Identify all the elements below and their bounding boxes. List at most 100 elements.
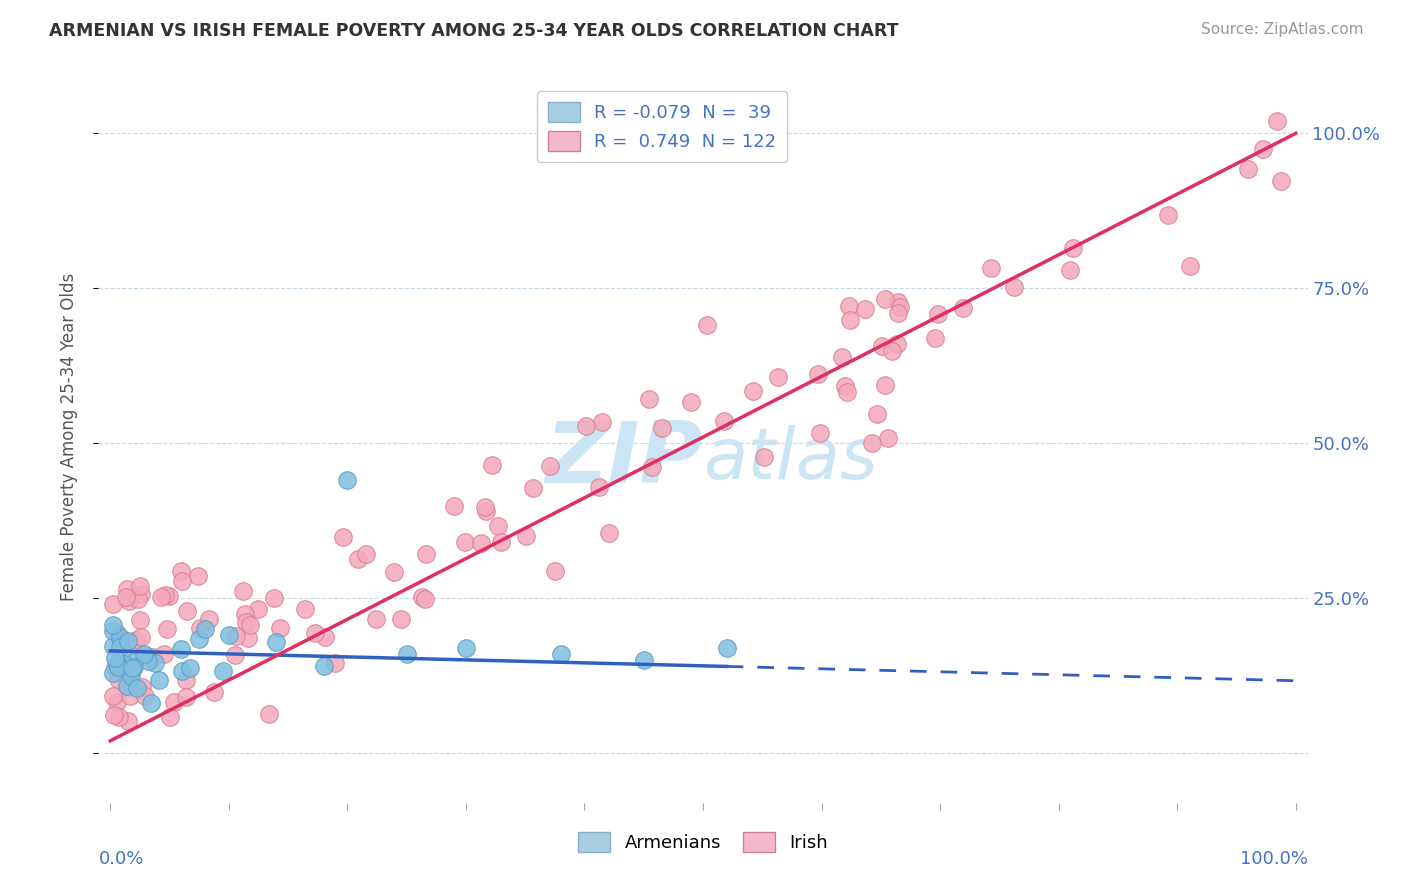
Point [1267, 114, 1289, 128]
Point [415, 547, 437, 561]
Point [105, 695, 128, 709]
Text: atlas: atlas [703, 425, 877, 493]
Text: ARMENIAN VS IRISH FEMALE POVERTY AMONG 25-34 YEAR OLDS CORRELATION CHART: ARMENIAN VS IRISH FEMALE POVERTY AMONG 2… [49, 22, 898, 40]
Point [159, 709, 181, 723]
Point [347, 552, 370, 566]
Point [411, 590, 433, 604]
Point [550, 647, 572, 661]
Point [887, 294, 910, 309]
Point [831, 350, 853, 364]
Point [194, 622, 217, 636]
Point [120, 689, 142, 703]
Point [538, 458, 561, 473]
Point [294, 602, 316, 616]
Point [454, 640, 477, 655]
Point [122, 659, 145, 673]
Point [118, 594, 141, 608]
Point [236, 632, 259, 646]
Point [872, 339, 894, 353]
Point [651, 421, 673, 435]
Point [875, 378, 897, 392]
Point [127, 681, 149, 695]
Point [239, 618, 262, 632]
Point [218, 628, 240, 642]
Point [232, 584, 254, 599]
Point [233, 607, 256, 621]
Point [882, 344, 904, 359]
Point [170, 665, 193, 679]
Point [633, 653, 655, 667]
Point [127, 591, 149, 606]
Point [855, 301, 877, 316]
Point [235, 615, 257, 629]
Text: 0.0%: 0.0% [98, 850, 143, 868]
Point [263, 591, 285, 606]
Point [453, 535, 475, 549]
Point [120, 669, 142, 683]
Point [766, 370, 789, 384]
Point [354, 547, 377, 561]
Point [148, 673, 170, 687]
Point [114, 590, 136, 604]
Point [486, 519, 509, 533]
Point [138, 654, 160, 668]
Point [141, 697, 163, 711]
Point [742, 384, 765, 399]
Point [980, 261, 1002, 276]
Y-axis label: Female Poverty Among 25-34 Year Olds: Female Poverty Among 25-34 Year Olds [59, 273, 77, 601]
Point [170, 641, 193, 656]
Point [443, 499, 465, 513]
Point [101, 624, 124, 638]
Point [713, 414, 735, 428]
Point [125, 632, 148, 647]
Point [110, 640, 132, 654]
Point [128, 613, 150, 627]
Point [104, 660, 127, 674]
Point [153, 588, 176, 602]
Point [382, 565, 405, 579]
Point [128, 579, 150, 593]
Point [163, 695, 186, 709]
Point [174, 673, 197, 687]
Point [752, 450, 775, 465]
Point [481, 458, 503, 472]
Point [304, 625, 326, 640]
Point [107, 660, 129, 674]
Point [1157, 208, 1180, 222]
Point [152, 647, 174, 661]
Point [107, 672, 129, 686]
Point [591, 415, 613, 429]
Point [101, 598, 124, 612]
Point [129, 587, 152, 601]
Point [637, 392, 659, 406]
Point [156, 622, 179, 636]
Point [122, 655, 145, 669]
Point [198, 612, 221, 626]
Point [323, 656, 346, 670]
Point [117, 634, 139, 648]
Point [187, 569, 209, 583]
Point [838, 299, 860, 313]
Point [176, 604, 198, 618]
Point [105, 626, 128, 640]
Point [257, 706, 280, 721]
Text: ZIP: ZIP [546, 417, 703, 500]
Point [115, 582, 138, 597]
Point [415, 592, 437, 607]
Point [134, 689, 156, 703]
Point [143, 656, 166, 670]
Point [588, 480, 610, 494]
Point [134, 648, 156, 663]
Point [246, 602, 269, 616]
Point [860, 436, 883, 450]
Point [681, 394, 703, 409]
Point [224, 648, 246, 662]
Point [598, 526, 620, 541]
Point [838, 312, 860, 326]
Point [474, 500, 496, 514]
Point [170, 574, 193, 589]
Point [515, 529, 537, 543]
Point [927, 307, 949, 321]
Point [117, 714, 139, 728]
Point [129, 630, 152, 644]
